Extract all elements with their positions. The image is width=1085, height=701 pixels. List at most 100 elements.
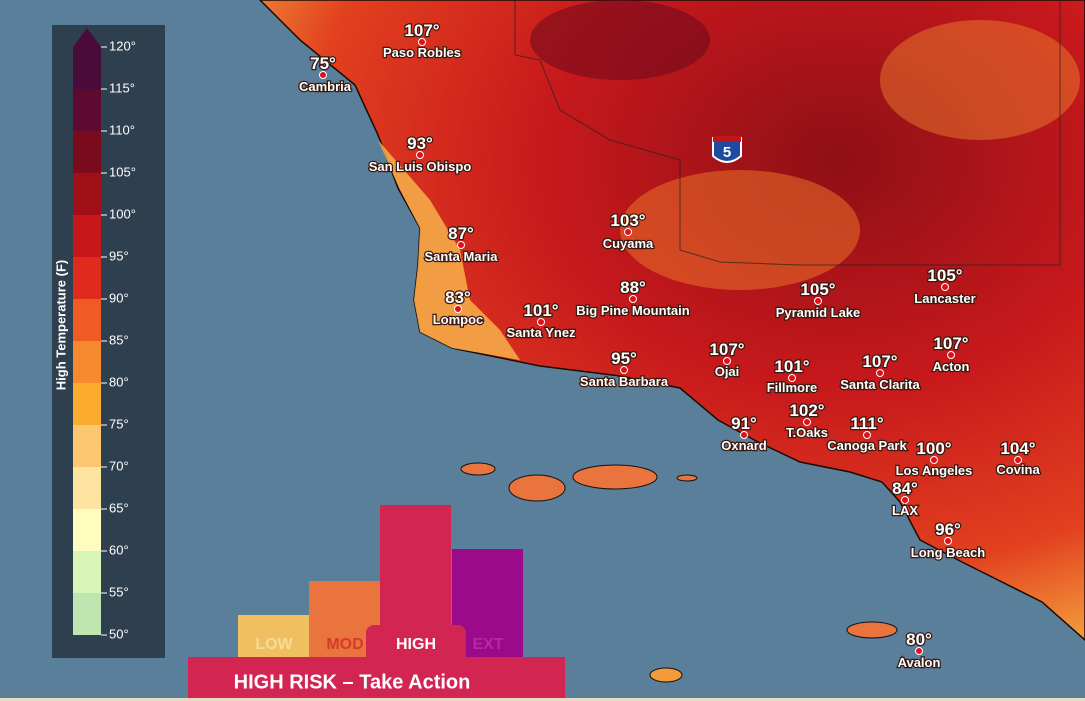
cities: 107° Paso Robles 75° Cambria 93° San Luis Obi… (298, 20, 1042, 672)
colorbar-band (73, 551, 101, 593)
city-name: Big Pine Mountain (576, 303, 689, 318)
legend-title: High Temperature (F) (53, 260, 68, 391)
legend-tick: 50° (109, 626, 129, 641)
city-name: Lancaster (914, 291, 975, 306)
city-dot (941, 283, 949, 291)
risk-label: EXT (472, 636, 503, 653)
city-name: Covina (996, 462, 1040, 477)
colorbar-arrow (73, 28, 101, 47)
city: 87° Santa Maria (423, 223, 499, 266)
city-temp: 101° (774, 357, 809, 376)
colorbar-band (73, 257, 101, 299)
island (460, 462, 496, 476)
city: 75° Cambria (298, 53, 353, 96)
city-temp: 111° (850, 414, 883, 433)
risk-bar (238, 615, 309, 657)
city-name: San Luis Obispo (369, 159, 472, 174)
city-name: Cambria (299, 79, 352, 94)
risk-label: HIGH (396, 636, 436, 653)
valley-zone (620, 170, 860, 290)
legend-tick: 105° (109, 164, 136, 179)
city-name: Lompoc (433, 312, 484, 327)
city-temp: 83° (445, 288, 471, 307)
city-dot (723, 357, 731, 365)
island (846, 621, 898, 639)
risk-meter: LOW MOD HIGH EXT (238, 505, 523, 663)
city-dot (788, 374, 796, 382)
city-name: Long Beach (911, 545, 985, 560)
city-temp: 107° (862, 352, 897, 371)
legend-tick: 55° (109, 584, 129, 599)
city: 101° Fillmore (765, 356, 818, 397)
city-temp: 103° (610, 211, 645, 230)
colorbar-band (73, 131, 101, 173)
legend-panel (52, 25, 165, 658)
legend-tick: 65° (109, 500, 129, 515)
city: 103° Cuyama (601, 210, 655, 253)
city-temp: 107° (933, 334, 968, 353)
city: 111° Canoga Park (826, 413, 909, 455)
risk-label: LOW (255, 636, 293, 653)
city-name: T.Oaks (786, 425, 828, 440)
legend-tick: 70° (109, 458, 129, 473)
colorbar-band (73, 383, 101, 425)
city-dot (1014, 456, 1022, 464)
city: 95° Santa Barbara (579, 348, 670, 391)
bottom-edge (0, 698, 1085, 701)
legend-tick: 100° (109, 206, 136, 221)
city-temp: 100° (916, 439, 951, 458)
colorbar-band (73, 341, 101, 383)
city-temp: 96° (935, 520, 961, 539)
city-dot (930, 456, 938, 464)
coastal-zone (378, 140, 520, 360)
city-dot (620, 366, 628, 374)
city-temp: 95° (611, 349, 637, 368)
city: 104° Covina (995, 438, 1042, 479)
city-dot (947, 351, 955, 359)
city: 83° Lompoc (431, 287, 484, 329)
city: 88° Big Pine Mountain (575, 277, 691, 320)
city-temp: 102° (789, 401, 824, 420)
hot-zone (530, 0, 710, 80)
city-temp: 91° (731, 414, 757, 433)
county-line (514, 0, 1061, 266)
city: 107° Acton (931, 333, 970, 376)
colorbar-band (73, 215, 101, 257)
island (508, 474, 566, 502)
island (649, 667, 683, 683)
city-dot (863, 431, 871, 439)
city-dot (915, 647, 923, 655)
city-temp: 105° (800, 280, 835, 299)
city-name: Pyramid Lake (776, 305, 861, 320)
city-dot (803, 418, 811, 426)
shield (712, 137, 742, 163)
city-name: Avalon (898, 655, 941, 670)
legend-tick: 85° (109, 332, 129, 347)
risk-banner-text: HIGH RISK – Take Action (234, 671, 471, 693)
interstate-shield: 5 (712, 136, 742, 163)
city: 96° Long Beach (910, 519, 987, 562)
city-name: Canoga Park (827, 438, 907, 453)
city-dot (624, 228, 632, 236)
city: 102° T.Oaks (785, 400, 829, 442)
city-dot (454, 305, 462, 313)
city: 80° Avalon (896, 629, 941, 672)
island (572, 464, 658, 490)
city-dot (740, 431, 748, 439)
city-name: Oxnard (721, 438, 767, 453)
city-temp: 101° (523, 301, 558, 320)
city-temp: 84° (892, 479, 918, 498)
city-dot (319, 71, 327, 79)
city-name: Santa Barbara (580, 374, 669, 389)
city-name: Acton (933, 359, 970, 374)
colorbar-band (73, 47, 101, 89)
city: 105° Pyramid Lake (774, 279, 861, 322)
city: 93° San Luis Obispo (367, 133, 472, 176)
city-temp: 87° (448, 224, 474, 243)
land (258, 0, 1085, 642)
city-dot (457, 241, 465, 249)
city-name: Los Angeles (896, 463, 973, 478)
risk-active-tab (366, 625, 466, 663)
desert-zone (880, 20, 1080, 140)
